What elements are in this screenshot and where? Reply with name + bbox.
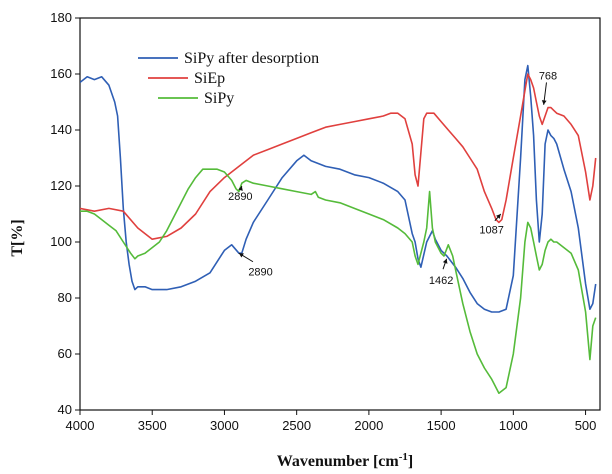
annotation-label-5: 768 [539, 71, 557, 83]
x-axis-title-text: Wavenumber [cm [277, 453, 400, 470]
legend-label-3: SiPy [204, 90, 234, 107]
legend-label-2: SiEp [194, 70, 225, 87]
series-line-1 [80, 64, 597, 313]
x-tick-label: 1500 [427, 418, 456, 433]
x-axis-title-superscript: -1 [399, 451, 408, 463]
x-axis-title-close: ] [408, 453, 413, 470]
annotation-label-1: 2890 [228, 191, 252, 203]
annotation-arrowhead-5 [541, 100, 547, 105]
y-axis-title: T[%] [9, 219, 26, 256]
x-tick-label: 2500 [282, 418, 311, 433]
annotation-label-4: 1087 [479, 225, 503, 237]
x-tick-label: 500 [575, 418, 597, 433]
y-tick-label: 180 [50, 10, 72, 25]
x-axis-title: Wavenumber [cm-1] [277, 451, 413, 470]
y-tick-label: 140 [50, 122, 72, 137]
series-line-2 [80, 73, 597, 240]
x-tick-label: 3500 [138, 418, 167, 433]
y-tick-label: 60 [58, 346, 72, 361]
annotation-arrowhead-4 [496, 214, 501, 219]
legend-label-1: SiPy after desorption [184, 50, 319, 67]
plot-frame [79, 17, 601, 411]
x-tick-label: 4000 [66, 418, 95, 433]
x-tick-label: 1000 [499, 418, 528, 433]
y-tick-label: 120 [50, 178, 72, 193]
annotation-arrowhead-3 [442, 258, 448, 264]
x-tick-label: 2000 [354, 418, 383, 433]
x-tick-label: 3000 [210, 418, 239, 433]
series-line-3 [80, 168, 597, 395]
plot-area: 4000 3500 3000 2500 2000 1500 1000 500 40 60 80 100… [50, 10, 601, 433]
y-tick-label: 160 [50, 66, 72, 81]
y-tick-label: 80 [58, 290, 72, 305]
annotation-label-2: 2890 [248, 267, 272, 279]
y-tick-label: 100 [50, 234, 72, 249]
annotation-arrowhead-1 [238, 186, 243, 191]
annotation-label-3: 1462 [429, 275, 453, 287]
annotation-arrowhead-2 [238, 253, 244, 258]
y-tick-label: 40 [58, 402, 72, 417]
